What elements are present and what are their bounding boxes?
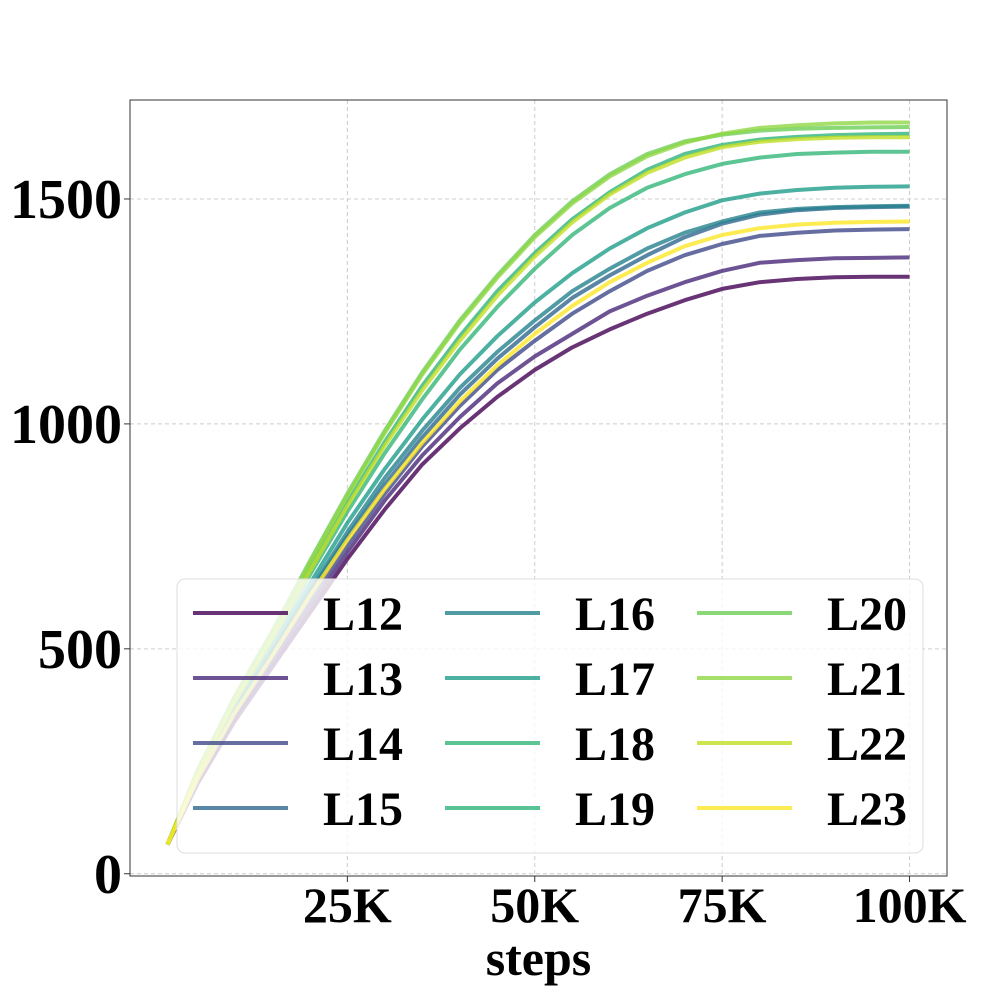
- y-axis-ticks: 0 500 1000 1500: [10, 169, 130, 906]
- x-axis-ticks: 25K 50K 75K 100K: [303, 876, 967, 933]
- legend-label-L19: L19: [575, 783, 655, 836]
- y-tick-label: 1000: [10, 394, 122, 456]
- legend-label-L22: L22: [827, 718, 907, 771]
- x-tick-label: 100K: [853, 877, 967, 933]
- legend-label-L21: L21: [827, 653, 907, 706]
- plot-frame: [129, 99, 948, 877]
- legend-label-L20: L20: [827, 588, 907, 641]
- legend-box: [176, 578, 924, 854]
- legend-label-L23: L23: [827, 783, 907, 836]
- y-tick-label: 500: [38, 619, 122, 681]
- legend-label-L14: L14: [323, 718, 403, 771]
- legend-label-L18: L18: [575, 718, 655, 771]
- x-axis-label: steps: [486, 930, 592, 986]
- x-tick-label: 25K: [303, 877, 392, 933]
- x-tick-label: 50K: [490, 877, 579, 933]
- legend-label-L12: L12: [323, 588, 403, 641]
- legend-label-L17: L17: [575, 653, 655, 706]
- legend-label-L13: L13: [323, 653, 403, 706]
- x-tick-label: 75K: [678, 877, 767, 933]
- y-tick-label: 1500: [10, 169, 122, 231]
- legend-label-L16: L16: [575, 588, 655, 641]
- legend-label-L15: L15: [323, 783, 403, 836]
- y-tick-label: 0: [94, 844, 122, 906]
- legend: L12 L13 L14 L15 L16 L17 L18 L19 L20 L21 L22 L23: [176, 578, 924, 854]
